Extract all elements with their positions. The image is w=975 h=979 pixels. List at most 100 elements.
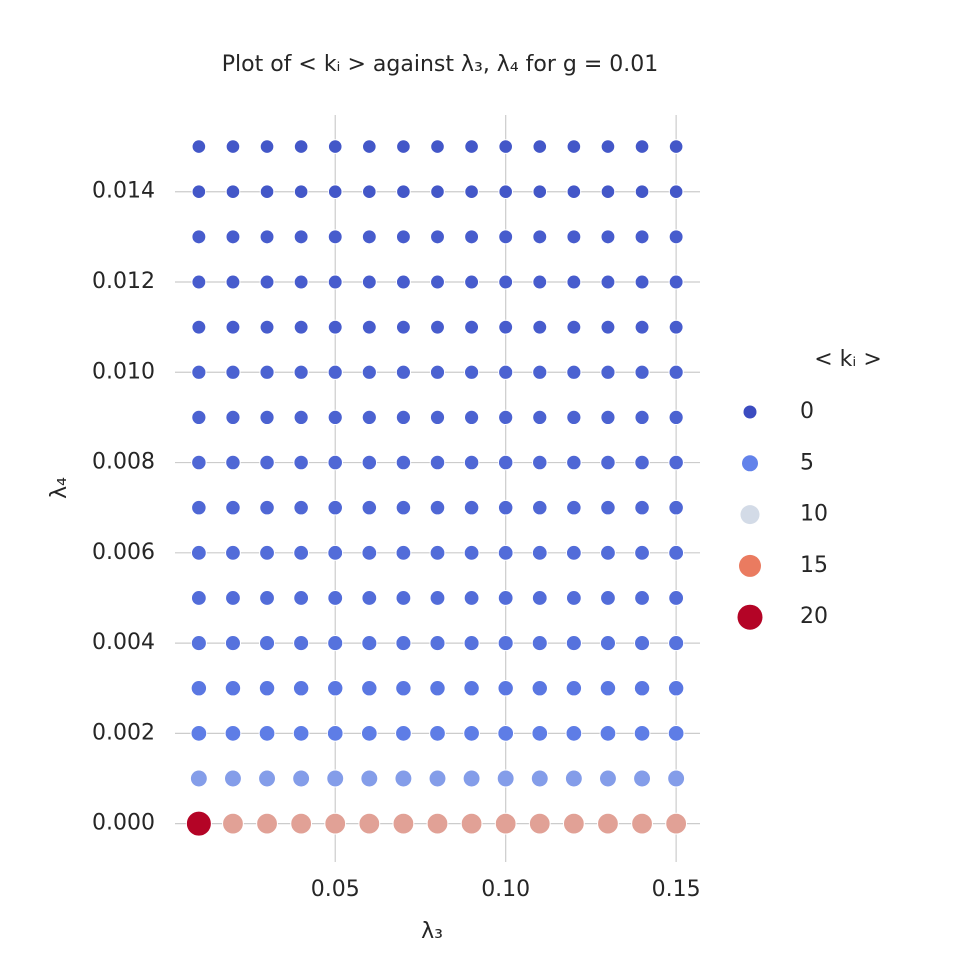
point — [668, 544, 685, 561]
legend-title: < kᵢ > — [814, 347, 882, 372]
point — [531, 725, 549, 742]
point — [460, 812, 483, 835]
point — [634, 454, 650, 471]
point — [293, 590, 310, 606]
point — [259, 184, 275, 200]
point — [600, 364, 616, 380]
point — [360, 769, 379, 788]
point — [464, 184, 479, 200]
x-axis-label: λ₃ — [421, 919, 443, 944]
point — [224, 635, 242, 652]
point — [429, 364, 446, 380]
point — [224, 680, 242, 697]
point — [191, 184, 207, 200]
point — [327, 499, 343, 516]
point — [392, 812, 415, 835]
point — [599, 725, 617, 742]
point — [498, 409, 514, 426]
point — [327, 635, 344, 652]
point — [429, 590, 446, 606]
point — [566, 364, 582, 380]
point — [259, 274, 275, 290]
point — [566, 229, 582, 245]
point — [530, 769, 549, 788]
point — [222, 812, 244, 835]
point — [293, 274, 309, 290]
point — [290, 812, 313, 835]
point — [191, 499, 207, 516]
point — [463, 725, 480, 742]
point — [327, 319, 343, 335]
point — [327, 544, 344, 561]
point — [665, 812, 688, 835]
point — [293, 139, 309, 154]
point — [358, 812, 381, 835]
point — [361, 409, 377, 426]
point — [429, 725, 446, 742]
legend-marker — [737, 604, 763, 630]
point — [394, 769, 413, 788]
point — [463, 544, 480, 561]
y-tick-label: 0.014 — [92, 179, 155, 204]
point — [668, 184, 684, 200]
point — [497, 725, 515, 742]
point — [667, 680, 685, 697]
y-tick-label: 0.002 — [92, 720, 155, 745]
point — [463, 454, 480, 471]
point — [190, 590, 207, 606]
point — [564, 769, 583, 788]
legend-marker — [743, 405, 757, 419]
point — [360, 725, 378, 742]
point — [259, 499, 275, 516]
point — [634, 409, 650, 426]
point — [667, 769, 686, 788]
point — [429, 680, 446, 697]
point — [634, 184, 650, 200]
point — [429, 499, 446, 516]
x-tick-label: 0.15 — [652, 877, 701, 902]
point — [634, 590, 650, 606]
point — [464, 274, 480, 290]
point — [498, 139, 513, 154]
point — [463, 680, 480, 697]
point — [327, 139, 343, 154]
point — [293, 499, 309, 516]
point — [633, 769, 651, 788]
point — [224, 769, 242, 788]
point — [565, 590, 582, 606]
point — [562, 812, 585, 835]
point — [361, 319, 377, 335]
point — [259, 544, 275, 561]
point — [293, 635, 310, 652]
point — [599, 635, 617, 652]
point — [259, 364, 275, 380]
point — [497, 454, 514, 471]
point — [395, 680, 412, 697]
point — [185, 810, 212, 837]
point — [259, 454, 275, 471]
point — [498, 364, 514, 380]
legend-label: 5 — [800, 450, 814, 475]
point — [634, 544, 650, 561]
point — [327, 409, 343, 426]
point — [361, 635, 378, 652]
point — [259, 139, 275, 154]
point — [327, 454, 343, 471]
point — [565, 635, 582, 652]
point — [633, 680, 651, 697]
point — [634, 364, 650, 380]
point — [191, 274, 207, 290]
point — [190, 725, 208, 742]
point — [326, 725, 344, 742]
point — [327, 184, 343, 200]
legend-marker — [739, 554, 761, 577]
point — [225, 544, 241, 561]
point — [497, 590, 514, 606]
point — [597, 812, 619, 835]
point — [361, 364, 377, 380]
point — [633, 635, 651, 652]
chart-title: Plot of < kᵢ > against λ₃, λ₄ for g = 0.… — [222, 52, 659, 77]
legend-label: 20 — [800, 604, 828, 629]
legend-marker — [740, 505, 760, 525]
